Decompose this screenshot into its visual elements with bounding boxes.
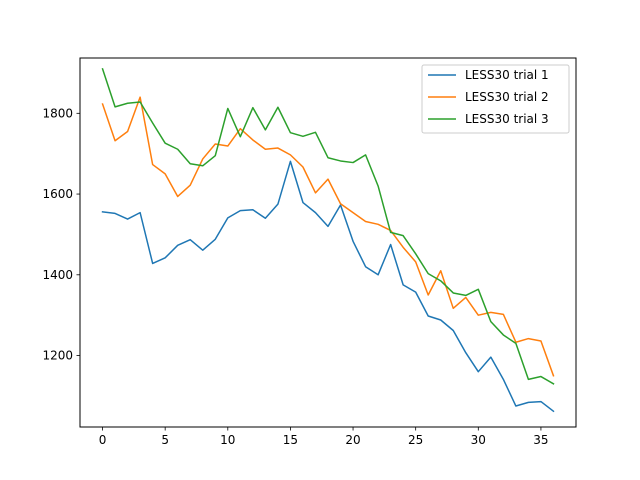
series-layer [101,67,555,413]
x-tick-label: 35 [533,433,548,447]
y-tick-label: 1800 [42,106,73,120]
y-tick-label: 1200 [42,349,73,363]
legend-label-2: LESS30 trial 2 [465,90,549,104]
y-axis: 1200 1400 1600 1800 [42,106,80,363]
x-tick-label: 10 [220,433,235,447]
x-tick-label: 20 [345,433,360,447]
plot-frame [79,57,577,428]
legend-label-3: LESS30 trial 3 [465,112,549,126]
x-axis: 0 5 10 15 20 25 30 35 [99,427,549,447]
legend: LESS30 trial 1 LESS30 trial 2 LESS30 trial… [421,64,570,134]
x-tick-label: 25 [408,433,423,447]
legend-box [421,64,570,134]
series-line-2 [101,96,555,377]
legend-label-1: LESS30 trial 1 [465,68,549,82]
y-tick-label: 1600 [42,187,73,201]
x-tick-label: 30 [471,433,486,447]
x-tick-label: 5 [161,433,169,447]
x-tick-label: 0 [99,433,107,447]
series-line-3 [101,67,555,385]
x-tick-label: 15 [283,433,298,447]
series-line-1 [101,160,555,413]
y-tick-label: 1400 [42,268,73,282]
